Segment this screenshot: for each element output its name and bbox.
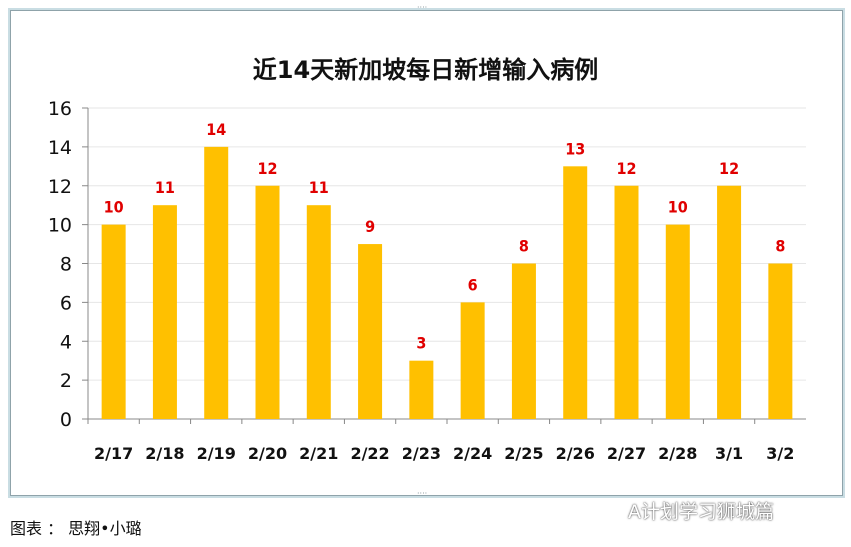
y-tick-label: 6 [60, 292, 72, 314]
resize-handle-top[interactable]: ···· [417, 3, 428, 12]
bar [101, 224, 126, 419]
x-tick-label: 2/17 [94, 444, 133, 463]
x-tick-label: 2/25 [504, 444, 543, 463]
resize-handle-bottom[interactable]: ···· [417, 489, 428, 498]
y-tick-label: 10 [48, 215, 72, 237]
data-label: 13 [565, 139, 585, 158]
data-label: 12 [616, 159, 636, 178]
x-tick-label: 2/27 [607, 444, 646, 463]
bar [152, 205, 177, 419]
y-tick-label: 0 [60, 409, 72, 431]
x-tick-label: 2/24 [453, 444, 492, 463]
data-label: 8 [775, 237, 785, 256]
x-tick-label: 2/18 [145, 444, 184, 463]
data-label: 14 [206, 120, 226, 139]
bar [460, 302, 485, 419]
y-tick-label: 12 [48, 176, 72, 198]
data-label: 12 [257, 159, 277, 178]
bar [511, 263, 536, 419]
bar [563, 166, 588, 419]
y-tick-label: 14 [48, 137, 72, 159]
bar [665, 224, 690, 419]
bar [409, 360, 434, 419]
bar [358, 244, 383, 419]
caption: 图表 ： 思翔•小璐 [10, 519, 142, 538]
data-label: 10 [104, 198, 124, 217]
x-tick-label: 2/19 [197, 444, 236, 463]
data-label: 11 [309, 178, 329, 197]
chart-title: 近14天新加坡每日新增输入病例 [252, 56, 599, 84]
x-tick-label: 2/22 [350, 444, 389, 463]
y-tick-label: 8 [60, 254, 72, 276]
data-label: 8 [519, 237, 529, 256]
y-tick-label: 4 [60, 331, 72, 353]
x-tick-label: 2/28 [658, 444, 697, 463]
y-tick-label: 16 [48, 98, 72, 120]
y-tick-label: 2 [60, 370, 72, 392]
data-label: 12 [719, 159, 739, 178]
bar [204, 146, 229, 419]
x-tick-label: 2/20 [248, 444, 287, 463]
bar [306, 205, 331, 419]
x-tick-label: 3/2 [766, 444, 794, 463]
x-tick-label: 2/21 [299, 444, 338, 463]
bar [255, 185, 280, 419]
x-tick-label: 2/23 [402, 444, 441, 463]
data-label: 10 [668, 198, 688, 217]
watermark: A计划学习狮城篇 [628, 501, 774, 523]
bar [614, 185, 639, 419]
data-label: 9 [365, 217, 375, 236]
bar [768, 263, 793, 419]
data-label: 3 [416, 334, 426, 353]
x-tick-label: 3/1 [715, 444, 743, 463]
x-tick-label: 2/26 [556, 444, 595, 463]
bar [717, 185, 742, 419]
data-label: 6 [468, 275, 478, 294]
data-label: 11 [155, 178, 175, 197]
